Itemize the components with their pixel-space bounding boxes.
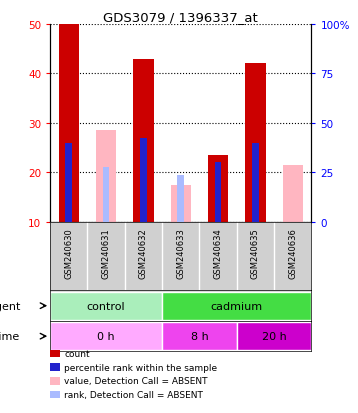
Text: time: time [0, 331, 20, 341]
Text: percentile rank within the sample: percentile rank within the sample [64, 363, 218, 372]
Text: GSM240636: GSM240636 [288, 228, 297, 279]
Text: value, Detection Call = ABSENT: value, Detection Call = ABSENT [64, 376, 208, 385]
Text: 0 h: 0 h [97, 331, 115, 341]
Bar [162, 323, 237, 350]
Bar [133, 59, 154, 222]
Text: count: count [64, 349, 90, 358]
Text: rank, Detection Call = ABSENT: rank, Detection Call = ABSENT [64, 390, 203, 399]
Bar [50, 292, 162, 320]
Bar [215, 163, 222, 222]
Bar [140, 138, 147, 222]
Bar [237, 323, 311, 350]
Text: GSM240633: GSM240633 [176, 228, 185, 279]
Bar [66, 143, 72, 222]
Text: agent: agent [0, 301, 20, 311]
Bar [162, 292, 311, 320]
Bar [245, 64, 266, 222]
Bar [103, 168, 110, 222]
Text: control: control [87, 301, 125, 311]
Text: cadmium: cadmium [211, 301, 263, 311]
Text: GSM240634: GSM240634 [214, 228, 223, 278]
Text: 20 h: 20 h [262, 331, 286, 341]
Text: 8 h: 8 h [190, 331, 208, 341]
Bar [252, 143, 259, 222]
Text: GSM240632: GSM240632 [139, 228, 148, 278]
Bar [58, 25, 79, 222]
Text: GSM240630: GSM240630 [64, 228, 73, 278]
Text: GSM240635: GSM240635 [251, 228, 260, 278]
Bar [96, 131, 116, 222]
Bar [208, 156, 228, 222]
Bar [50, 323, 162, 350]
Text: GSM240631: GSM240631 [102, 228, 111, 278]
Title: GDS3079 / 1396337_at: GDS3079 / 1396337_at [103, 11, 258, 24]
Bar [178, 176, 184, 222]
Bar [170, 185, 191, 222]
Bar [282, 166, 303, 222]
